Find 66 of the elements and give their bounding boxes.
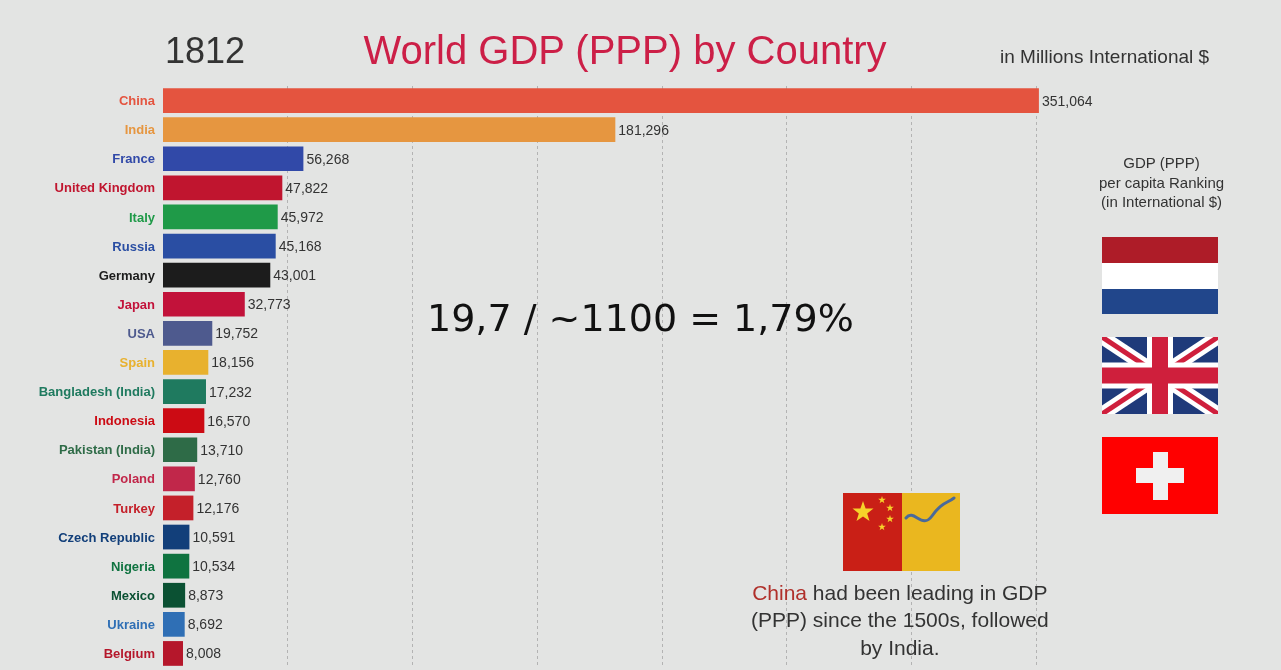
bar xyxy=(163,408,205,434)
bar xyxy=(163,350,209,375)
text: in Millions International $ xyxy=(1000,46,1210,67)
bar xyxy=(163,582,186,608)
y-tick-label: China xyxy=(118,93,156,109)
bar xyxy=(163,466,195,492)
data-label: 16,570 xyxy=(207,412,251,429)
data-label: 45,972 xyxy=(280,208,324,225)
data-label: 8,008 xyxy=(185,645,222,662)
data-label: 56,268 xyxy=(306,150,350,167)
chart-title: World GDP (PPP) by Country xyxy=(363,28,887,72)
bar xyxy=(163,117,616,143)
y-tick-label: Czech Republic xyxy=(58,529,155,545)
y-tick-label: Pakistan (India) xyxy=(58,442,155,458)
y-tick-label: Nigeria xyxy=(110,558,156,574)
y-tick-label: Indonesia xyxy=(94,413,156,429)
bar xyxy=(163,495,194,521)
text: GDP (PPP) per capita Ranking (in International $) xyxy=(1099,154,1225,210)
bar xyxy=(163,88,1039,113)
data-label: 10,591 xyxy=(192,529,236,546)
annotation: China had been leading in GDP (PPP) since the 1500s, followed by India. xyxy=(751,581,1049,659)
bar xyxy=(163,524,190,550)
y-tick-label: Mexico xyxy=(110,587,156,603)
y-tick-label: USA xyxy=(127,325,156,341)
bar xyxy=(163,437,198,463)
y-tick-label: Belgium xyxy=(103,646,155,661)
data-label: 17,232 xyxy=(208,383,253,400)
bar xyxy=(163,641,183,666)
bar xyxy=(163,291,245,317)
annotation: 19,7 / ~1100 = 1,79% xyxy=(427,296,854,340)
data-label: 43,001 xyxy=(273,267,317,284)
bar xyxy=(163,175,283,201)
y-tick-label: Poland xyxy=(111,471,156,487)
bar xyxy=(163,146,304,172)
y-tick-label: Bangladesh (India) xyxy=(38,384,155,400)
y-tick-label: Turkey xyxy=(113,500,156,516)
y-tick-label: Japan xyxy=(117,296,156,312)
y-tick-label: Ukraine xyxy=(107,616,155,632)
bar xyxy=(163,553,190,579)
data-label: 8,692 xyxy=(187,616,223,633)
y-tick-label: Italy xyxy=(128,209,156,225)
data-label: 47,822 xyxy=(285,179,329,196)
bar xyxy=(163,611,185,637)
data-label: 12,760 xyxy=(197,470,241,487)
bar xyxy=(163,204,278,230)
y-tick-label: Russia xyxy=(112,238,156,254)
data-label: 351,064 xyxy=(1041,92,1093,109)
data-label: 12,176 xyxy=(196,499,240,516)
bar xyxy=(163,320,213,346)
y-tick-label: Spain xyxy=(119,355,156,370)
y-tick-label: Germany xyxy=(98,267,156,283)
data-label: 10,534 xyxy=(192,558,236,575)
text: 1812 xyxy=(165,30,246,71)
bar xyxy=(163,262,271,288)
y-tick-label: France xyxy=(112,151,155,167)
data-label: 8,873 xyxy=(188,587,224,604)
data-label: 19,752 xyxy=(215,325,259,342)
bar xyxy=(163,233,276,259)
bar xyxy=(163,379,206,404)
data-label: 181,296 xyxy=(618,121,670,138)
data-label: 45,168 xyxy=(278,238,322,255)
data-label: 13,710 xyxy=(200,441,244,458)
data-label: 32,773 xyxy=(247,296,291,313)
data-label: 18,156 xyxy=(211,354,255,371)
y-tick-label: India xyxy=(124,122,156,138)
y-tick-label: United Kingdom xyxy=(54,180,155,196)
